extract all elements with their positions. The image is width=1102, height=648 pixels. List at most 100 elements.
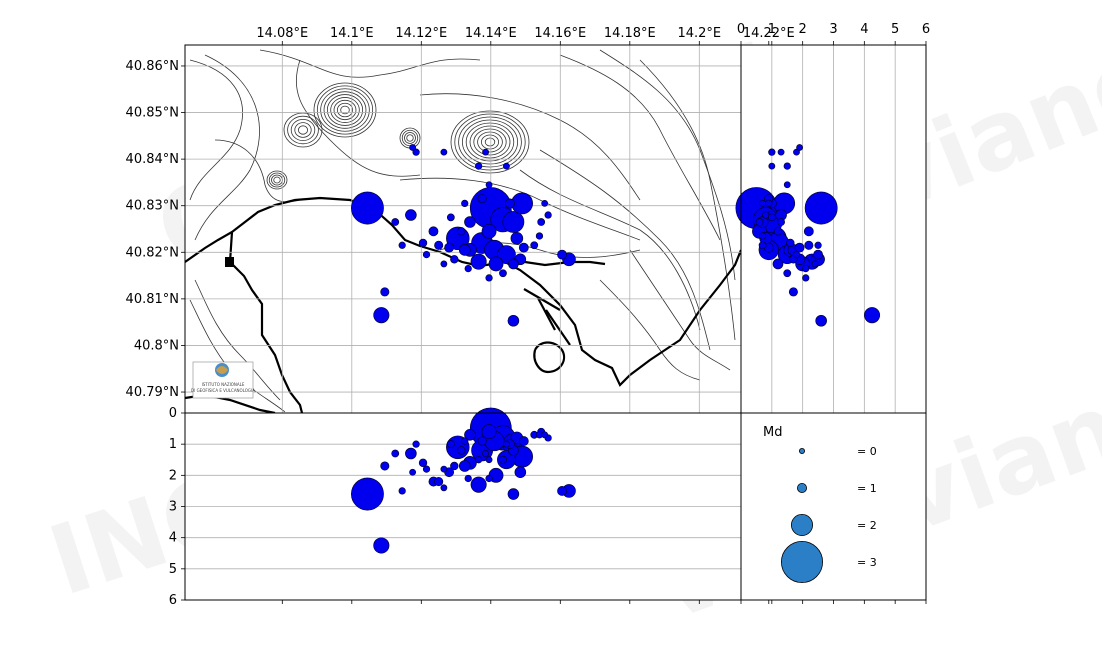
harbor-marker [225,257,234,267]
right-depth-tick-label: 5 [891,22,899,37]
relief-contour [283,112,323,148]
epicenter-marker [507,314,520,327]
hypocenter-marker-lon [351,477,384,511]
relief-contour [465,122,515,162]
pier-line [537,297,556,331]
hypocenter-marker-lon [499,455,507,464]
hypocenter-marker-lat [813,249,823,260]
bottom-depth-tick-label: 4 [169,531,177,546]
relief-contour [404,132,416,144]
epicenter-marker [458,244,471,256]
epicenter-marker [518,242,529,253]
hypocenter-marker-lat [755,218,764,226]
hypocenter-marker-lat [767,213,776,222]
hypocenter-marker-lat [759,199,766,207]
epicenter-marker [461,199,469,207]
right-depth-tick-label: 2 [799,22,807,37]
map-longitude-ticks: 14.08°E 14.1°E 14.12°E 14.14°E 14.16°E 14.18°… [256,26,795,45]
hypocenter-marker-lon [485,456,493,464]
bottom-depth-tick-label: 1 [169,437,177,452]
epicenter-marker [557,249,567,260]
map-lon-tick-label: 14.08°E [256,26,308,41]
map-lon-tick-label: 14.22°E [743,26,795,41]
epicenter-map-panel: 14.08°E 14.1°E 14.12°E 14.14°E 14.16°E 14.18°… [126,26,795,415]
hypocenter-marker-lat [803,226,814,237]
map-lon-tick-label: 14.16°E [534,26,586,41]
relief-contour [340,105,350,115]
hypocenter-marker-lon [464,429,476,441]
epicenter-marker [485,181,493,189]
hypocenter-marker-lat [773,227,783,236]
coastline-segment [228,231,304,414]
hypocenter-marker-lat [777,148,785,156]
epicenter-marker [398,241,406,249]
relief-contour [419,93,641,201]
hypocenter-marker-lat [772,258,784,270]
depth-profile-bottom-panel: 0 1 2 3 4 5 6 [169,406,927,608]
relief-contour [454,113,526,171]
hypocenter-marker-lon [434,477,444,487]
bottom-panel-lon-ticks [281,600,927,604]
legend-marker [799,447,806,454]
coastline-segment [184,196,606,268]
epicenter-marker [391,218,400,226]
epicenter-marker [470,253,487,270]
map-lat-tick-label: 40.86°N [126,59,179,74]
epicenter-marker [502,211,525,233]
epicenter-marker [508,258,519,270]
relief-contour [484,137,496,147]
relief-contour [399,177,641,241]
hypocenter-marker-lon [557,486,567,496]
epicenter-marker [544,211,552,219]
epicenter-marker [535,232,544,240]
right-depth-tick-label: 6 [922,22,930,37]
coastline-segment [504,249,743,387]
map-lon-tick-label: 14.2°E [677,26,721,41]
relief-contour [194,54,260,241]
hypocenter-marker-lon [464,474,472,483]
hypocenter-marker-lon [541,431,549,439]
legend-background [741,413,926,600]
relief-contour [336,102,354,118]
epicenter-marker [537,218,546,226]
epicenter-marker [488,256,504,272]
relief-contour [458,116,522,168]
hypocenter-marker-lon [446,440,455,449]
epicenter-marker [475,162,483,170]
relief-contour [326,94,364,126]
epicenter-marker [351,191,384,225]
right-depth-tick-label: 3 [829,22,837,37]
hypocenter-marker-lon [518,436,529,446]
epicenter-marker [464,264,472,273]
epicenter-marker [464,216,476,228]
pier-line [545,309,571,346]
hypocenter-marker-lat [811,260,819,268]
coastline [184,196,743,415]
hypocenter-marker-lat [768,162,776,170]
hypocenter-marker-lat [783,162,791,170]
hypocenter-marker-lat [794,242,805,253]
epicenter-marker [541,199,549,207]
map-lat-tick-label: 40.83°N [126,199,179,214]
hypocenter-marker-lon [481,424,497,440]
hypocenter-marker-lon [440,465,448,473]
hypocenter-marker-lon [422,465,431,473]
legend-frame [740,412,927,601]
epicenter-marker [373,307,390,324]
epicenter-marker [418,238,428,248]
hypocenter-marker-lat [802,274,810,282]
epicenter-marker [440,148,448,156]
depth-profile-right-panel: 0 1 2 3 4 5 6 [735,22,930,414]
epicenter-marker [428,226,439,237]
logo-line-2: DI GEOFISICA E VULCANOLOGIA [191,388,255,393]
relief-contour [320,88,370,132]
relief-contour [316,85,374,135]
hypocenter-marker-lat [768,148,776,156]
hypocenter-marker-lon [405,447,417,460]
hypocenter-marker-lon [398,487,406,495]
bottom-depth-tick-label: 3 [169,500,177,515]
hypocenter-marker-lon [412,440,420,448]
hypocenter-marker-lat [783,269,792,278]
right-panel-depth-ticks: 0 1 2 3 4 5 6 [737,22,930,45]
epicenter-marker [510,232,524,245]
